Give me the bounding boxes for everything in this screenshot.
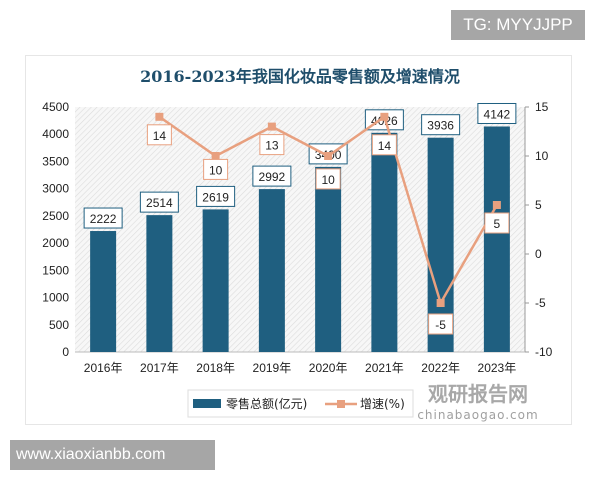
bar-label-box: [139, 191, 179, 213]
logo-en-text: chinabaogao.com: [417, 408, 538, 422]
x-tick-label: 2020年: [309, 361, 348, 375]
bar-value-label: 2514: [146, 196, 173, 210]
bar: [315, 166, 342, 352]
bar: [371, 132, 398, 352]
growth-label-box: [371, 134, 397, 156]
growth-value-label: 5: [494, 217, 501, 231]
right-tick-label: 10: [535, 149, 549, 163]
bar-value-label: 2619: [202, 190, 229, 204]
x-tick-label: 2023年: [478, 361, 517, 375]
left-tick-label: 3500: [42, 154, 69, 168]
plot-area: [75, 107, 525, 352]
chart-title: 2016-2023年我国化妆品零售额及增速情况: [140, 67, 460, 86]
legend-box: [187, 389, 414, 418]
growth-marker: [211, 152, 220, 160]
left-tick-label: 4000: [42, 127, 69, 141]
growth-marker: [380, 112, 389, 121]
left-tick-label: 2500: [42, 209, 69, 223]
growth-label-box: [146, 124, 172, 146]
growth-label-box: [315, 168, 341, 190]
growth-value-label: 10: [321, 173, 335, 187]
right-tick-label: 0: [535, 247, 542, 261]
growth-label-box: [484, 212, 510, 234]
x-tick-label: 2021年: [365, 361, 404, 375]
left-tick-label: 1500: [42, 263, 69, 277]
bar-value-label: 4142: [484, 107, 511, 121]
bar-label-box: [421, 114, 461, 136]
growth-value-label: 14: [153, 129, 167, 143]
bar: [258, 189, 285, 352]
bar: [90, 231, 117, 352]
left-tick-label: 3000: [42, 182, 69, 196]
growth-label-box: [428, 313, 454, 335]
right-tick-label: -5: [535, 296, 546, 310]
growth-label-box: [259, 134, 285, 156]
left-tick-label: 500: [49, 318, 69, 332]
growth-marker: [324, 152, 333, 160]
tg-watermark: TG: MYYJJPP: [451, 10, 585, 40]
left-tick-label: 0: [62, 345, 69, 359]
bar: [202, 209, 229, 352]
site-watermark: www.xiaoxianbb.com: [10, 440, 215, 470]
right-tick-label: -10: [535, 345, 553, 359]
legend-line-marker: [337, 400, 345, 408]
bar: [146, 215, 173, 352]
x-tick-label: 2022年: [421, 361, 460, 375]
legend-bar-swatch: [193, 399, 221, 408]
growth-value-label: 10: [209, 163, 223, 177]
growth-marker: [267, 122, 276, 131]
growth-marker: [436, 299, 445, 307]
bar-label-box: [477, 102, 517, 124]
x-tick-label: 2017年: [140, 361, 179, 375]
bar-value-label: 2222: [90, 212, 117, 226]
bar-label-box: [252, 165, 292, 187]
growth-marker: [492, 201, 501, 209]
growth-marker: [155, 112, 164, 121]
legend-line-label: 增速(%): [360, 397, 405, 411]
bar: [483, 126, 510, 352]
legend-bar-label: 零售总额(亿元): [226, 396, 307, 411]
left-tick-label: 2000: [42, 236, 69, 250]
x-tick-label: 2018年: [196, 361, 235, 375]
growth-value-label: 14: [378, 139, 392, 153]
left-tick-label: 1000: [42, 291, 69, 305]
x-tick-label: 2019年: [253, 361, 292, 375]
right-tick-label: 5: [535, 198, 542, 212]
left-tick-label: 4500: [42, 100, 69, 114]
bar-label-box: [83, 207, 123, 229]
logo-cn-text: 观研报告网: [428, 382, 528, 406]
bar-value-label: 2992: [259, 170, 286, 184]
bar-label-box: [196, 185, 236, 207]
growth-value-label: 13: [265, 139, 279, 153]
chart-frame: [25, 55, 572, 425]
growth-label-box: [203, 158, 229, 180]
growth-value-label: -5: [435, 318, 446, 332]
bar-value-label: 3936: [427, 119, 454, 133]
x-tick-label: 2016年: [84, 361, 123, 375]
right-tick-label: 15: [535, 100, 549, 114]
